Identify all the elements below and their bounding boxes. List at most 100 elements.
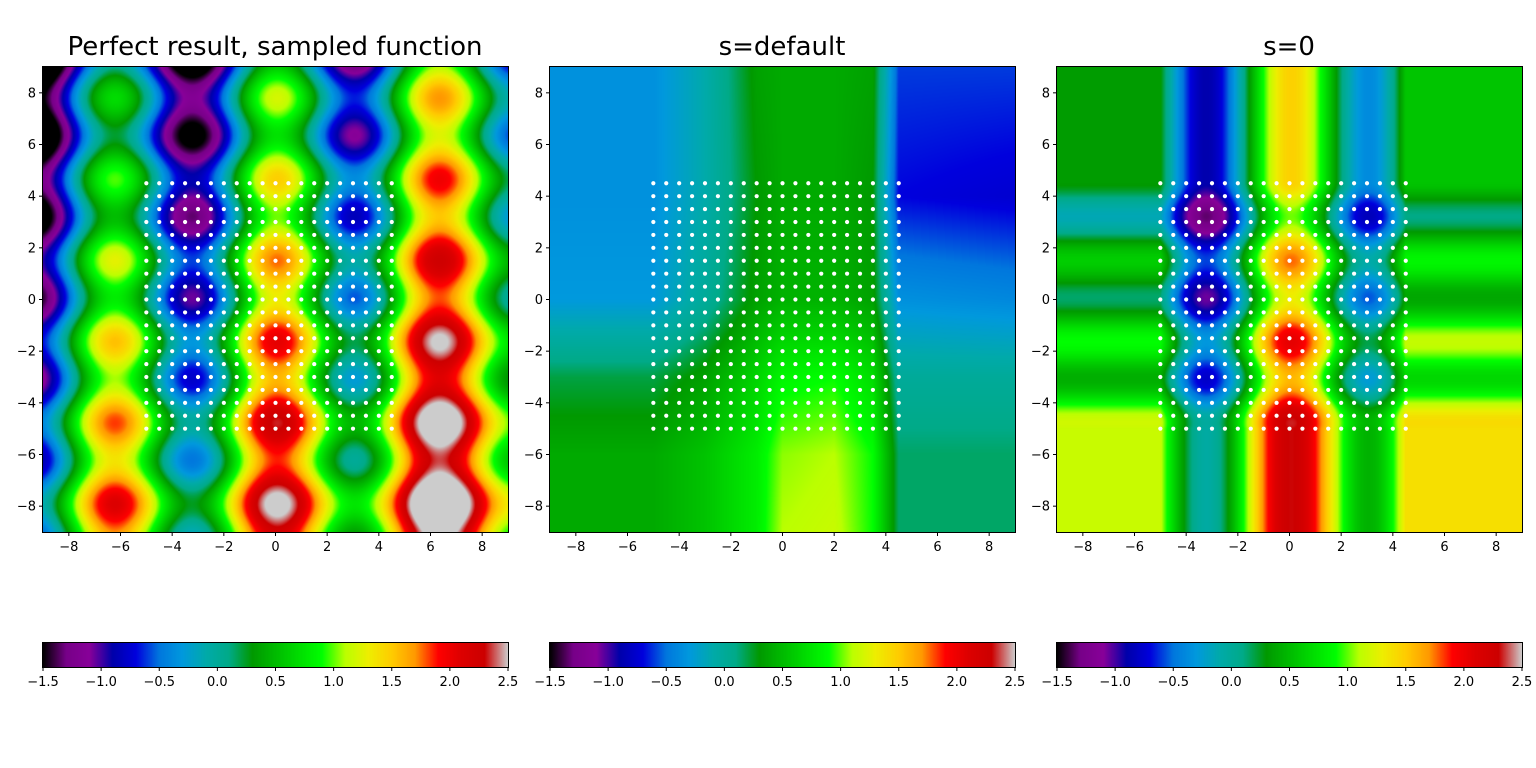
sample-point [260, 245, 265, 250]
sample-point [195, 245, 201, 250]
sample-point [651, 426, 656, 431]
colorbar-tick-label: −1.0 [1099, 675, 1131, 690]
sample-point [1248, 258, 1253, 263]
sample-point [857, 271, 863, 276]
sample-point [144, 426, 149, 431]
sample-point [1300, 374, 1305, 380]
sample-point [1222, 349, 1228, 354]
sample-point [689, 219, 695, 225]
sample-point [221, 336, 226, 341]
colorbar-tick-label: 1.0 [323, 675, 344, 690]
sample-point [689, 271, 695, 276]
sample-point [1196, 219, 1202, 225]
sample-point [844, 400, 850, 405]
sample-point [1235, 413, 1240, 418]
sample-point [780, 426, 785, 431]
sample-point [1274, 310, 1279, 315]
sample-point [767, 181, 772, 186]
sample-point [1158, 206, 1163, 212]
sample-point [1287, 323, 1292, 328]
sample-point [702, 271, 708, 276]
colorbar-tick-label: 1.0 [830, 675, 851, 690]
sample-point [247, 284, 252, 289]
sample-point [689, 323, 695, 328]
colorbar-tick-label: 2.5 [498, 675, 519, 690]
sample-point [651, 310, 656, 315]
sample-point [312, 374, 317, 380]
sample-point [1222, 181, 1228, 186]
sample-point [1184, 232, 1189, 238]
sample-point [389, 400, 394, 405]
panel-1-axes: −8 −6 −4 −2 0 2 4 6 8 8 6 4 2 0 −2 −4 −6 −8 [17, 66, 509, 555]
sample-point [689, 206, 695, 212]
sample-point [767, 258, 772, 263]
sample-point [728, 271, 733, 276]
sample-point [1390, 361, 1395, 367]
sample-point [1313, 271, 1318, 276]
colorbar-tick-label: 1.5 [1395, 675, 1416, 690]
colorbar-tick-label: 1.5 [381, 675, 402, 690]
sample-point [870, 349, 876, 354]
sample-point [247, 297, 252, 302]
sample-point [337, 387, 343, 393]
sample-point [144, 219, 149, 225]
sample-point [1235, 361, 1240, 367]
sample-point [1184, 297, 1189, 302]
sample-point [844, 413, 850, 418]
sample-point [325, 297, 330, 302]
sample-point [896, 245, 901, 250]
sample-point [363, 413, 369, 418]
panel-3-title: s=0 [1263, 32, 1315, 62]
sample-point [337, 245, 343, 250]
sample-point [1261, 232, 1266, 238]
sample-point [1248, 413, 1253, 418]
sample-point [844, 245, 850, 250]
sample-point [1196, 426, 1202, 431]
x-tick-label: 6 [1440, 540, 1448, 555]
sample-point [819, 400, 824, 405]
sample-point [1184, 245, 1189, 250]
sample-point [1287, 181, 1292, 186]
sample-point [1184, 413, 1189, 418]
y-tick-label: −6 [17, 448, 36, 463]
sample-point [1158, 336, 1163, 341]
sample-point [1300, 413, 1305, 418]
sample-point [896, 310, 901, 315]
colorbar-gradient [1057, 643, 1522, 667]
sample-point [1339, 206, 1344, 212]
sample-point [793, 374, 798, 380]
sample-point [1235, 219, 1240, 225]
sample-point [234, 219, 239, 225]
sample-point [1339, 271, 1344, 276]
sample-point [1313, 349, 1318, 354]
sample-point [195, 349, 201, 354]
sample-point [376, 413, 381, 418]
sample-point [247, 206, 252, 212]
y-tick-label: 2 [535, 241, 543, 256]
sample-point [1339, 336, 1344, 341]
sample-point [221, 310, 226, 315]
sample-point [1184, 400, 1189, 405]
sample-point [1403, 297, 1408, 302]
sample-point [376, 361, 381, 367]
sample-point [376, 206, 381, 212]
sample-point [1300, 284, 1305, 289]
sample-point [389, 271, 394, 276]
sample-point [832, 194, 837, 199]
sample-point [1248, 271, 1253, 276]
sample-point [247, 387, 252, 393]
sample-point [1209, 206, 1215, 212]
sample-point [857, 361, 863, 367]
sample-point [182, 271, 188, 276]
sample-point [1184, 310, 1189, 315]
sample-point [1287, 219, 1292, 225]
colorbar-tick-label: 2.5 [1512, 675, 1533, 690]
colorbar-tick-label: −1.5 [27, 675, 59, 690]
sample-point [1287, 258, 1292, 263]
x-tick-label: 2 [323, 540, 331, 555]
sample-point [1287, 271, 1292, 276]
sample-point [896, 387, 901, 393]
sample-point [1171, 271, 1176, 276]
sample-point [312, 413, 317, 418]
sample-point [1390, 400, 1395, 405]
